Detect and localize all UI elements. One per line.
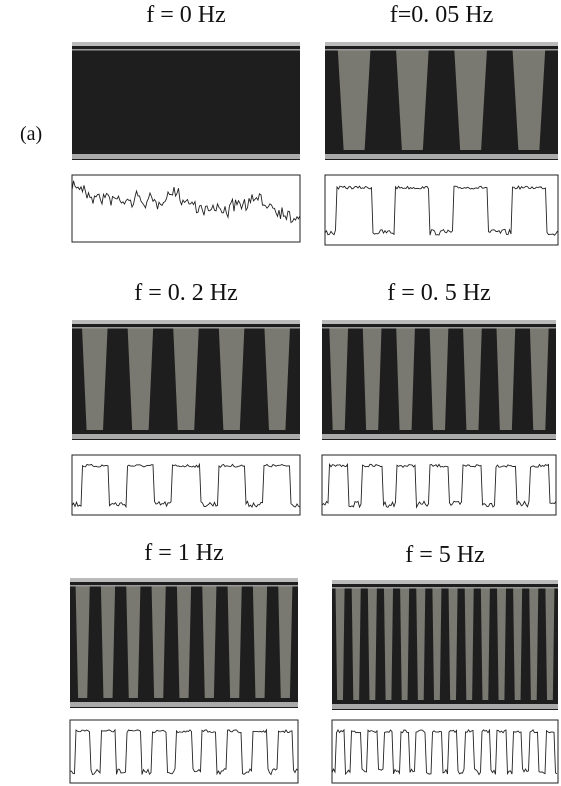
image-bg xyxy=(72,42,300,160)
top-edge xyxy=(72,42,300,46)
bottom-edge xyxy=(72,434,300,439)
micrograph xyxy=(72,320,300,515)
trace-box xyxy=(72,455,300,515)
top-line xyxy=(72,327,300,329)
panel-title: f = 0. 5 Hz xyxy=(387,280,491,306)
micrograph xyxy=(325,42,558,245)
panel-title: f=0. 05 Hz xyxy=(390,2,494,28)
top-edge xyxy=(332,580,558,584)
top-line xyxy=(325,49,558,51)
micrograph xyxy=(332,580,558,783)
trace-box xyxy=(325,175,558,245)
panel-label: (a) xyxy=(20,123,42,145)
trace-box xyxy=(72,175,300,242)
bottom-edge xyxy=(325,154,558,159)
panel-title: f = 0 Hz xyxy=(146,2,226,28)
top-line xyxy=(322,327,556,329)
trace-box xyxy=(70,720,298,783)
micrograph xyxy=(322,320,556,515)
top-edge xyxy=(70,578,298,582)
panel-title: f = 5 Hz xyxy=(405,542,485,568)
micrograph xyxy=(70,578,298,783)
image-bg xyxy=(332,580,558,710)
panel-title: f = 0. 2 Hz xyxy=(134,280,238,306)
top-edge xyxy=(325,42,558,46)
figure: (a) f = 0 Hz f=0. 05 Hz f = 0. 2 Hz f = 0. … xyxy=(0,0,561,786)
top-edge xyxy=(322,320,556,324)
top-line xyxy=(72,49,300,51)
trace-box xyxy=(332,720,558,783)
bottom-edge xyxy=(72,154,300,159)
panel-title: f = 1 Hz xyxy=(144,540,224,566)
bottom-edge xyxy=(332,704,558,709)
top-edge xyxy=(72,320,300,324)
micrograph xyxy=(72,42,300,242)
bottom-edge xyxy=(70,702,298,707)
top-line xyxy=(332,587,558,589)
top-line xyxy=(70,585,298,587)
bottom-edge xyxy=(322,434,556,439)
